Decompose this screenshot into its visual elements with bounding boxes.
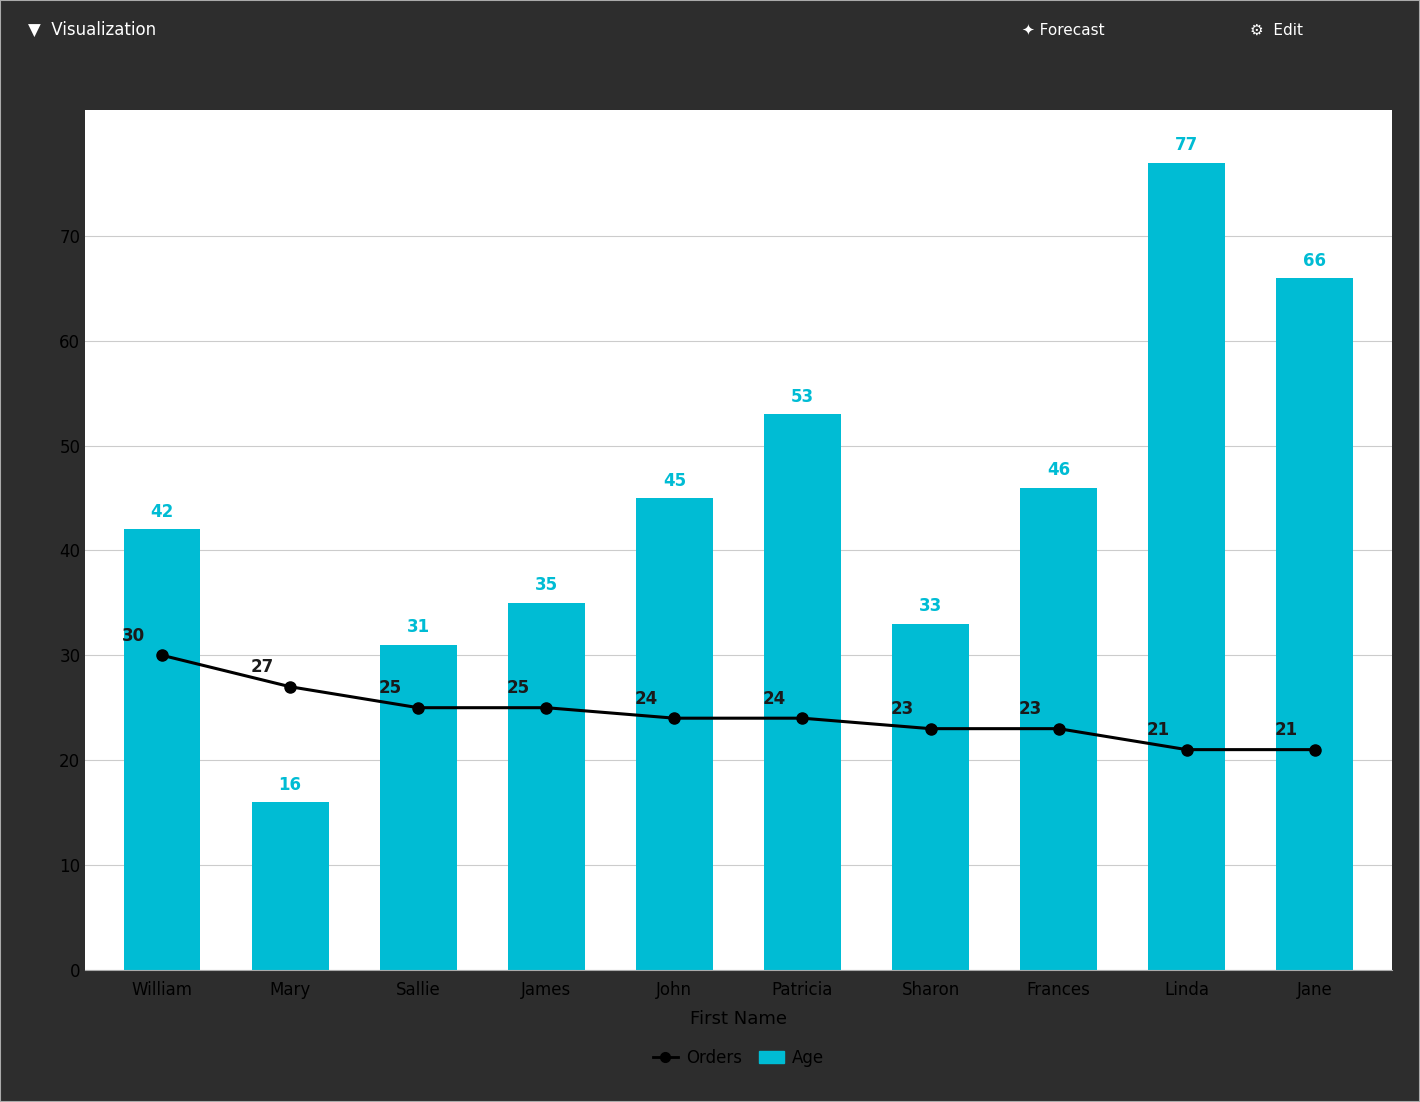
Text: 46: 46 [1047, 461, 1071, 479]
Text: 45: 45 [663, 472, 686, 489]
Text: 21: 21 [1147, 721, 1170, 739]
Bar [379, 645, 457, 970]
Text: 27: 27 [250, 658, 274, 677]
Text: 25: 25 [507, 679, 530, 698]
Bar [892, 624, 968, 970]
Text: 16: 16 [278, 776, 301, 793]
Text: ✦ Forecast: ✦ Forecast [1022, 23, 1105, 37]
Text: 21: 21 [1275, 721, 1298, 739]
Bar [636, 498, 713, 970]
Text: 66: 66 [1304, 251, 1326, 270]
Text: 24: 24 [635, 690, 657, 707]
Text: 23: 23 [890, 700, 914, 719]
Bar [251, 802, 328, 970]
X-axis label: First Name: First Name [690, 1009, 787, 1028]
Text: 53: 53 [791, 388, 814, 406]
Text: 23: 23 [1018, 700, 1042, 719]
Text: 42: 42 [151, 504, 173, 521]
Text: 33: 33 [919, 597, 941, 615]
Text: 35: 35 [535, 576, 558, 594]
Text: ▼  Visualization: ▼ Visualization [28, 21, 156, 40]
Text: 77: 77 [1174, 137, 1198, 154]
Bar [1020, 487, 1098, 970]
Text: 25: 25 [379, 679, 402, 698]
Bar [1277, 278, 1353, 970]
Text: 31: 31 [406, 618, 430, 637]
Bar [124, 529, 200, 970]
Text: 24: 24 [763, 690, 785, 707]
Legend: Orders, Age: Orders, Age [646, 1041, 831, 1073]
Bar [1149, 163, 1225, 970]
Bar [508, 603, 585, 970]
Text: ⚙  Edit: ⚙ Edit [1250, 23, 1302, 37]
Text: 30: 30 [122, 627, 145, 645]
Bar [764, 414, 841, 970]
